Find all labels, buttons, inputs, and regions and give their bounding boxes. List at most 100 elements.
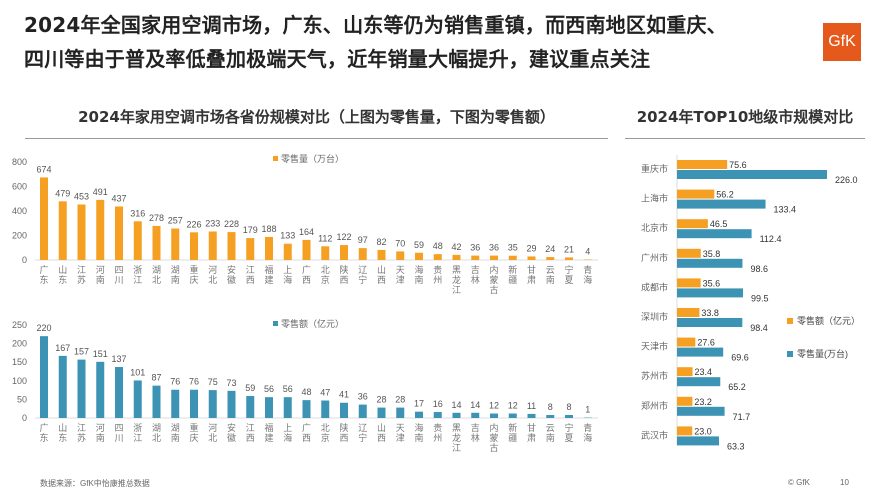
category-label: 西 (339, 433, 348, 443)
data-label: 1 (585, 405, 590, 415)
bar (677, 406, 725, 416)
category-label: 北 (321, 423, 330, 433)
bar (246, 238, 255, 260)
category-label: 西 (302, 275, 311, 285)
legend-swatch (273, 321, 278, 326)
category-label: 北京市 (641, 222, 668, 233)
data-label: 41 (339, 390, 349, 400)
bar (283, 243, 292, 260)
category-label: 湖 (171, 265, 180, 275)
category-label: 青 (583, 264, 592, 275)
bar (677, 436, 720, 446)
bar (302, 400, 311, 418)
bar (677, 318, 743, 327)
bar (265, 236, 273, 260)
bar (77, 359, 86, 418)
category-label: 建 (264, 274, 273, 285)
data-label: 133.4 (774, 205, 797, 215)
data-label: 36 (489, 243, 499, 253)
category-label: 重 (189, 264, 198, 275)
category-label: 北 (152, 433, 161, 443)
data-label: 12 (508, 401, 518, 411)
y-tick-label: 250 (12, 320, 27, 330)
bar (452, 254, 461, 260)
category-label: 广 (302, 264, 311, 275)
y-tick-label: 0 (22, 255, 27, 265)
title-line-1: 2024年全国家用空调市场，广东、山东等仍为销售重镇，而西南地区如重庆、 (24, 13, 727, 37)
category-label: 宁 (358, 274, 367, 285)
category-label: 甘 (527, 264, 536, 275)
category-label: 湖 (152, 423, 161, 433)
category-label: 青 (583, 422, 592, 433)
category-label: 四 (114, 265, 123, 275)
category-label: 内 (489, 422, 498, 433)
bar (302, 239, 311, 260)
category-label: 福 (264, 264, 273, 275)
bar (96, 361, 105, 418)
bar (565, 415, 573, 418)
data-label: 23.2 (694, 397, 712, 407)
category-label: 黑 (452, 423, 461, 433)
category-label: 苏州市 (641, 370, 668, 381)
bar (677, 308, 700, 317)
data-label: 21 (564, 244, 574, 254)
category-label: 山 (377, 423, 386, 433)
data-label: 48 (301, 387, 311, 397)
category-label: 江 (133, 433, 142, 443)
category-label: 西 (302, 433, 311, 443)
category-label: 江 (246, 265, 255, 275)
bar (208, 390, 217, 418)
bar (677, 229, 752, 239)
category-label: 东 (58, 432, 67, 443)
slide-title: 2024年全国家用空调市场，广东、山东等仍为销售重镇，而西南地区如重庆、 四川等由… (24, 8, 727, 76)
bar (40, 177, 48, 260)
category-label: 甘 (527, 422, 536, 433)
data-label: 17 (414, 399, 424, 409)
data-label: 35.6 (703, 278, 721, 288)
data-label: 14 (451, 400, 461, 410)
legend-label: 零售额（亿元） (281, 318, 344, 329)
y-tick-label: 200 (12, 231, 27, 241)
data-label: 164 (299, 227, 314, 237)
bar (133, 221, 142, 260)
legend-swatch (787, 351, 793, 357)
data-label: 35.8 (703, 249, 721, 259)
category-label: 疆 (508, 275, 517, 285)
category-label: 徽 (227, 432, 236, 443)
data-label: 437 (111, 193, 126, 203)
category-label: 蒙 (489, 432, 498, 443)
bar (677, 248, 701, 258)
data-label: 59 (414, 240, 424, 250)
bar (677, 170, 827, 179)
category-label: 天 (396, 423, 405, 433)
data-label: 71.7 (733, 412, 751, 422)
bar (433, 254, 442, 260)
y-tick-label: 0 (22, 413, 27, 423)
legend-label: 零售额（亿元） (797, 315, 860, 326)
data-label: 23.0 (694, 426, 712, 436)
y-tick-label: 400 (12, 206, 27, 216)
category-label: 西 (377, 433, 386, 443)
page-number: 10 (840, 478, 849, 487)
legend-swatch (787, 318, 793, 324)
divider (625, 138, 865, 139)
category-label: 建 (264, 432, 273, 443)
category-label: 南 (546, 274, 555, 285)
bar (527, 256, 536, 260)
y-tick-label: 150 (12, 357, 27, 367)
category-label: 州 (433, 433, 442, 443)
category-label: 海 (583, 274, 592, 285)
data-label: 98.4 (750, 323, 768, 333)
bar (452, 412, 461, 418)
bar (340, 245, 348, 260)
category-label: 海 (414, 264, 423, 275)
category-label: 蒙 (489, 274, 498, 285)
category-label: 广 (39, 264, 48, 275)
data-label: 24 (545, 244, 555, 254)
category-label: 湖 (171, 423, 180, 433)
bar (677, 278, 701, 288)
bar (677, 258, 743, 268)
category-label: 东 (39, 432, 48, 443)
title-line-2: 四川等由于普及率低叠加极端天气，近年销量大幅提升，建议重点关注 (24, 47, 651, 71)
category-label: 庆 (189, 432, 198, 443)
